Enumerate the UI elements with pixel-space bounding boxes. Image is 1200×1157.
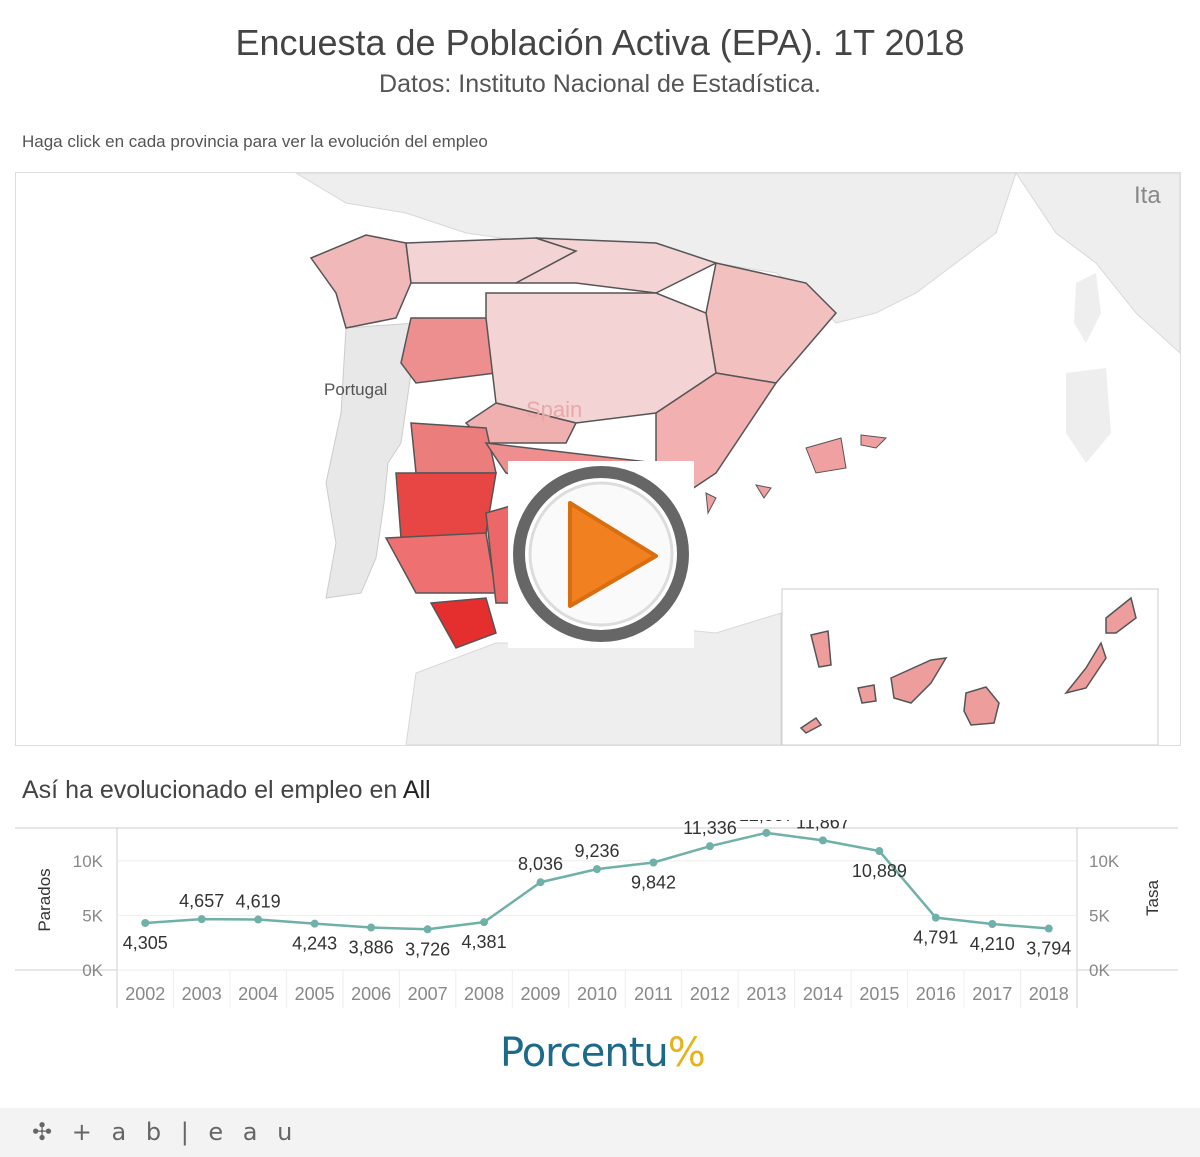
- map-label-italy: Ita: [1134, 182, 1161, 209]
- x-tick-label: 2018: [1029, 984, 1069, 1004]
- data-point: [423, 925, 432, 934]
- y-tick-label: 10K: [73, 852, 104, 871]
- data-point: [931, 913, 940, 922]
- province-extremadura-south[interactable]: [395, 472, 497, 539]
- data-point: [649, 858, 658, 867]
- map-label-portugal: Portugal: [324, 380, 387, 399]
- province-cantabria[interactable]: [515, 237, 718, 294]
- x-tick-label: 2011: [634, 984, 673, 1004]
- data-point: [988, 920, 997, 929]
- data-point: [875, 847, 884, 856]
- map-label-spain: Spain: [526, 397, 582, 422]
- x-tick-label: 2013: [746, 984, 786, 1004]
- y-tick-label-right: 0K: [1089, 961, 1110, 980]
- x-tick-label: 2008: [464, 984, 504, 1004]
- data-label: 11,867: [796, 820, 850, 832]
- x-tick-label: 2010: [577, 984, 617, 1004]
- chart-title-selection: All: [402, 776, 431, 804]
- sardinia-island: [1066, 368, 1111, 463]
- y-tick-label: 0K: [82, 961, 103, 980]
- data-label: 3,726: [405, 939, 450, 959]
- data-point: [1044, 924, 1053, 933]
- province-extremadura-north[interactable]: [410, 422, 497, 474]
- x-tick-label: 2005: [295, 984, 335, 1004]
- x-tick-label: 2015: [859, 984, 899, 1004]
- data-point: [254, 915, 263, 924]
- y-tick-label-right: 5K: [1089, 906, 1110, 925]
- x-tick-label: 2009: [521, 984, 561, 1004]
- data-label: 4,619: [236, 892, 281, 912]
- x-tick-label: 2016: [916, 984, 956, 1004]
- province-cadiz[interactable]: [429, 597, 497, 649]
- corsica-island: [1074, 273, 1101, 343]
- data-point: [141, 918, 150, 927]
- data-point: [593, 865, 601, 874]
- x-tick-label: 2004: [238, 984, 278, 1004]
- x-tick-label: 2002: [125, 984, 165, 1004]
- x-tick-label: 2007: [408, 984, 448, 1004]
- data-point: [310, 919, 319, 928]
- data-point: [367, 923, 376, 932]
- data-label: 3,794: [1026, 939, 1071, 959]
- data-label: 8,036: [518, 854, 563, 874]
- province-galicia[interactable]: [309, 234, 412, 329]
- data-label: 4,243: [292, 934, 337, 954]
- map-canvas[interactable]: Portugal Spain Ita: [16, 173, 1180, 745]
- play-icon[interactable]: [508, 461, 694, 648]
- data-label: 4,381: [462, 932, 507, 952]
- tableau-cross-icon: ✣: [32, 1118, 72, 1146]
- logo-percent: %: [667, 1030, 706, 1076]
- y-axis-title-right: Tasa: [1143, 880, 1162, 916]
- province-madrid[interactable]: [464, 402, 578, 444]
- balearic-islands[interactable]: [705, 434, 888, 515]
- dashboard-title: Encuesta de Población Activa (EPA). 1T 2…: [235, 22, 965, 63]
- province-leon[interactable]: [400, 317, 497, 384]
- logo-text: Porcentu: [500, 1030, 669, 1076]
- province-map[interactable]: Portugal Spain Ita: [15, 172, 1181, 746]
- data-label: 4,791: [913, 928, 958, 948]
- data-point: [536, 878, 545, 887]
- chart-title: Así ha evolucionado el empleo en All: [22, 776, 431, 805]
- data-point: [480, 918, 489, 927]
- data-label: 10,889: [852, 861, 907, 881]
- data-label: 9,842: [631, 872, 676, 892]
- data-point: [705, 842, 714, 851]
- tableau-wordmark: + a b | e a u: [71, 1118, 299, 1146]
- data-point: [762, 828, 771, 837]
- y-tick-label-right: 10K: [1089, 852, 1120, 871]
- data-label: 9,236: [574, 841, 619, 861]
- map-instruction: Haga click en cada provincia para ver la…: [22, 132, 488, 151]
- data-label: 4,657: [179, 891, 224, 911]
- y-tick-label: 5K: [82, 906, 103, 925]
- data-label: 12,557: [739, 820, 794, 825]
- data-point: [197, 915, 206, 924]
- data-label: 4,210: [970, 934, 1015, 954]
- x-tick-label: 2014: [803, 984, 843, 1004]
- x-tick-label: 2012: [690, 984, 730, 1004]
- chart-title-prefix: Así ha evolucionado el empleo en: [22, 776, 403, 804]
- x-tick-label: 2006: [351, 984, 391, 1004]
- data-label: 11,336: [683, 820, 737, 838]
- line-chart[interactable]: 0K 0K 5K 5K 10K 10K Parados Tasa 2002 2003 2004 200…: [0, 805, 1200, 1015]
- data-label: 3,886: [349, 938, 394, 958]
- play-overlay[interactable]: [508, 461, 694, 648]
- x-tick-label: 2003: [182, 984, 222, 1004]
- y-axis-title: Parados: [35, 868, 54, 931]
- footer-bar: ✣ + a b | e a u: [0, 1108, 1200, 1157]
- porcentual-logo: Porcentu%: [500, 1030, 706, 1076]
- data-point: [818, 836, 827, 845]
- italy-land: [1015, 173, 1180, 354]
- employment-chart[interactable]: 0K 0K 5K 5K 10K 10K Parados Tasa 2002 2003 2004 200…: [0, 805, 1200, 1020]
- x-tick-label: 2017: [972, 984, 1012, 1004]
- data-label: 4,305: [123, 933, 168, 953]
- dashboard-subtitle: Datos: Instituto Nacional de Estadística…: [379, 70, 821, 98]
- tableau-logo[interactable]: ✣ + a b | e a u: [32, 1118, 298, 1146]
- canary-inset[interactable]: [781, 588, 1159, 745]
